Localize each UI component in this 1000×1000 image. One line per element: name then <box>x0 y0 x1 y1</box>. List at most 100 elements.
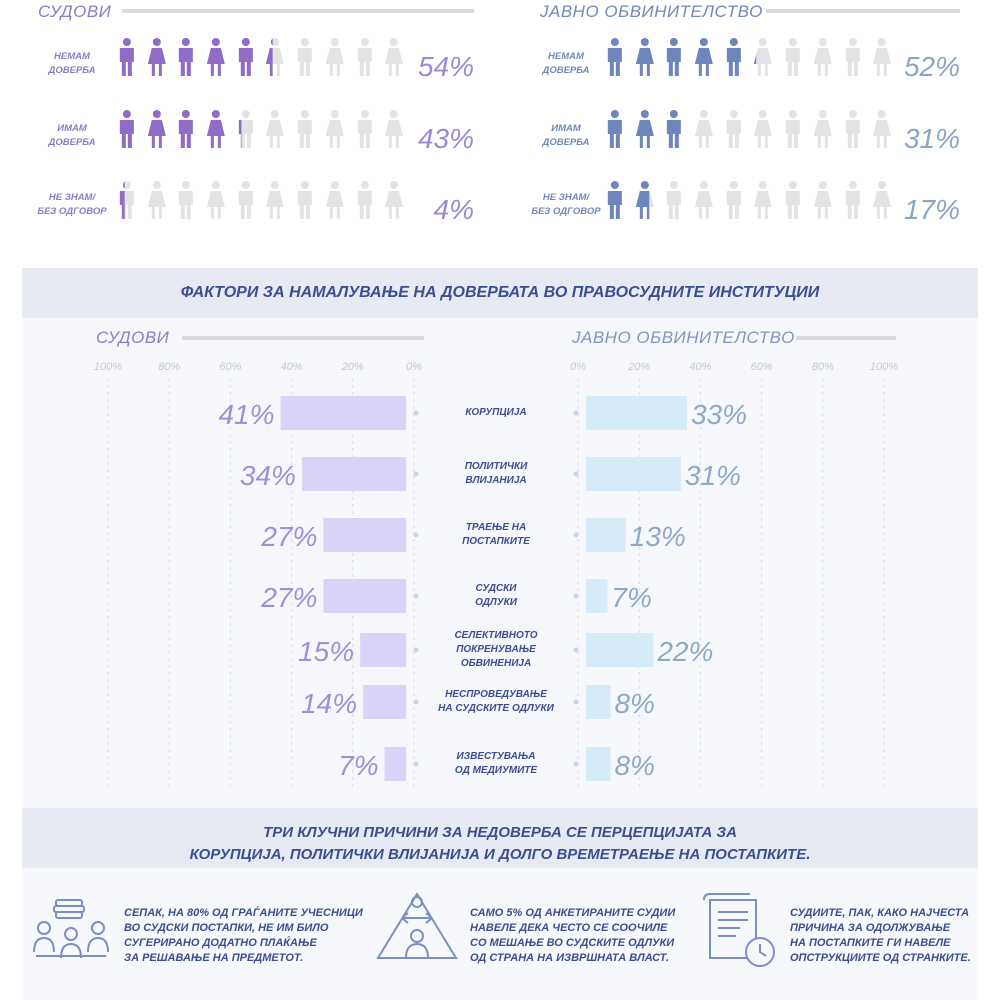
category-label: КОРУПЦИЈА <box>465 407 527 418</box>
person-female-icon <box>813 110 832 148</box>
courts-bar <box>323 579 406 613</box>
axis-dot <box>413 593 419 599</box>
tick-label: 0% <box>570 361 586 373</box>
courts-row-percent: 43% <box>417 123 474 154</box>
person-male-icon <box>179 38 194 76</box>
fact-text: СУДИИТЕ, ПАК, КАКО НАЈЧЕСТА ПРИЧИНА ЗА О… <box>790 907 971 964</box>
courts-people-row <box>112 110 409 148</box>
person-male-icon <box>607 181 622 219</box>
person-female-icon <box>754 38 773 76</box>
prosecution-people-row <box>600 181 897 219</box>
person-female-icon <box>813 38 832 76</box>
person-male-icon <box>785 110 800 148</box>
prosecution-row-percent: 17% <box>903 194 960 225</box>
factors-banner: ФАКТОРИ ЗА НАМАЛУВАЊЕ НА ДОВЕРБАТА ВО ПР… <box>22 268 978 318</box>
person-female-icon <box>754 110 773 148</box>
person-female-icon <box>385 38 404 76</box>
person-male-icon <box>238 181 253 219</box>
prosecution-value-label: 8% <box>614 750 654 781</box>
axis-dot <box>413 410 419 416</box>
category-label: СЕЛЕКТИВНОТО ПОКРЕНУВАЊЕ ОБВИНЕНИЈА <box>454 630 538 669</box>
person-female-icon <box>147 181 166 219</box>
prosecution-bar <box>586 518 626 552</box>
axis-dot <box>413 647 419 653</box>
pressure-triangle-icon <box>376 892 458 959</box>
person-female-icon <box>694 38 713 76</box>
courts-bar <box>280 396 406 430</box>
person-male-icon <box>357 181 372 219</box>
courts-bar <box>363 685 406 719</box>
person-male-icon <box>607 110 622 148</box>
category-label: СУДСКИ ОДЛУКИ <box>475 583 517 608</box>
person-male-icon <box>119 110 134 148</box>
courts-value-label: 34% <box>240 460 296 491</box>
prosecution-row-percent: 31% <box>903 123 960 154</box>
axis-dot <box>573 761 579 767</box>
courts-bar <box>323 518 406 552</box>
fact-text: СЕПАК, НА 80% ОД ГРАЃАНИТЕ УЧЕСНИЦИ ВО С… <box>124 907 363 964</box>
axis-dot <box>413 532 419 538</box>
prosecution-value-label: 22% <box>656 636 713 667</box>
money-meeting-icon <box>33 899 109 959</box>
prosecution-bar <box>586 396 687 430</box>
chart-left-title: СУДОВИ <box>96 328 170 347</box>
axis-dot <box>573 532 579 538</box>
person-male-icon <box>297 181 312 219</box>
person-male-icon <box>297 38 312 76</box>
section-divider <box>182 336 424 340</box>
person-female-icon <box>694 110 713 148</box>
courts-row-percent: 54% <box>417 51 474 82</box>
person-male-icon <box>238 38 253 76</box>
tick-label: 60% <box>751 361 773 373</box>
section-divider <box>766 9 960 13</box>
category-label: НЕСПРОВЕДУВАЊЕ НА СУДСКИТЕ ОДЛУКИ <box>438 689 554 714</box>
person-female-icon <box>266 110 285 148</box>
tick-label: 80% <box>812 361 834 373</box>
person-male-icon <box>357 110 372 148</box>
prosecution-value-label: 33% <box>691 399 747 430</box>
person-female-icon <box>325 38 344 76</box>
prosecution-bar <box>586 747 611 781</box>
courts-row-label: НЕ ЗНАМ/ БЕЗ ОДГОВОР <box>37 192 107 217</box>
person-male-icon <box>845 38 860 76</box>
courts-row-label: НЕМАМ ДОВЕРБА <box>48 51 96 76</box>
courts-row-percent: 4% <box>433 194 474 225</box>
person-female-icon <box>206 181 225 219</box>
prosecution-row-label: НЕ ЗНАМ/ БЕЗ ОДГОВОР <box>531 192 601 217</box>
courts-row-label: ИМАМ ДОВЕРБА <box>48 123 96 148</box>
prosecution-bar <box>586 633 654 667</box>
document-clock-icon <box>703 893 775 967</box>
prosecution-row-percent: 52% <box>903 51 960 82</box>
tick-label: 20% <box>341 361 364 373</box>
tick-label: 0% <box>406 361 422 373</box>
person-male-icon <box>726 110 741 148</box>
person-male-icon <box>238 110 253 148</box>
prosecution-row-label: НЕМАМ ДОВЕРБА <box>542 51 590 76</box>
category-label: ТРАЕЊЕ НА ПОСТАПКИТЕ <box>462 522 530 547</box>
person-female-icon <box>266 38 285 76</box>
axis-dot <box>573 647 579 653</box>
person-female-icon <box>694 181 713 219</box>
person-female-icon <box>266 181 285 219</box>
courts-value-label: 27% <box>260 521 317 552</box>
tick-label: 80% <box>158 361 180 373</box>
courts-value-label: 15% <box>298 636 354 667</box>
person-female-icon <box>147 110 166 148</box>
person-female-icon <box>206 38 225 76</box>
person-male-icon <box>179 110 194 148</box>
person-female-icon <box>206 110 225 148</box>
person-female-icon <box>385 110 404 148</box>
person-female-icon <box>873 110 892 148</box>
tick-label: 60% <box>219 361 241 373</box>
person-female-icon <box>325 181 344 219</box>
tick-label: 40% <box>281 361 303 373</box>
factors-chart-panel <box>22 318 978 808</box>
chart-right-title: ЈАВНО ОБВИНИТЕЛСТВО <box>572 328 795 347</box>
prosecution-people-row <box>600 110 897 148</box>
courts-bar <box>360 633 406 667</box>
conclusion-banner <box>22 808 978 868</box>
fact-text: САМО 5% ОД АНКЕТИРАНИТЕ СУДИИ НАВЕЛЕ ДЕК… <box>470 907 676 964</box>
prosecution-value-label: 13% <box>630 521 686 552</box>
axis-dot <box>573 410 579 416</box>
